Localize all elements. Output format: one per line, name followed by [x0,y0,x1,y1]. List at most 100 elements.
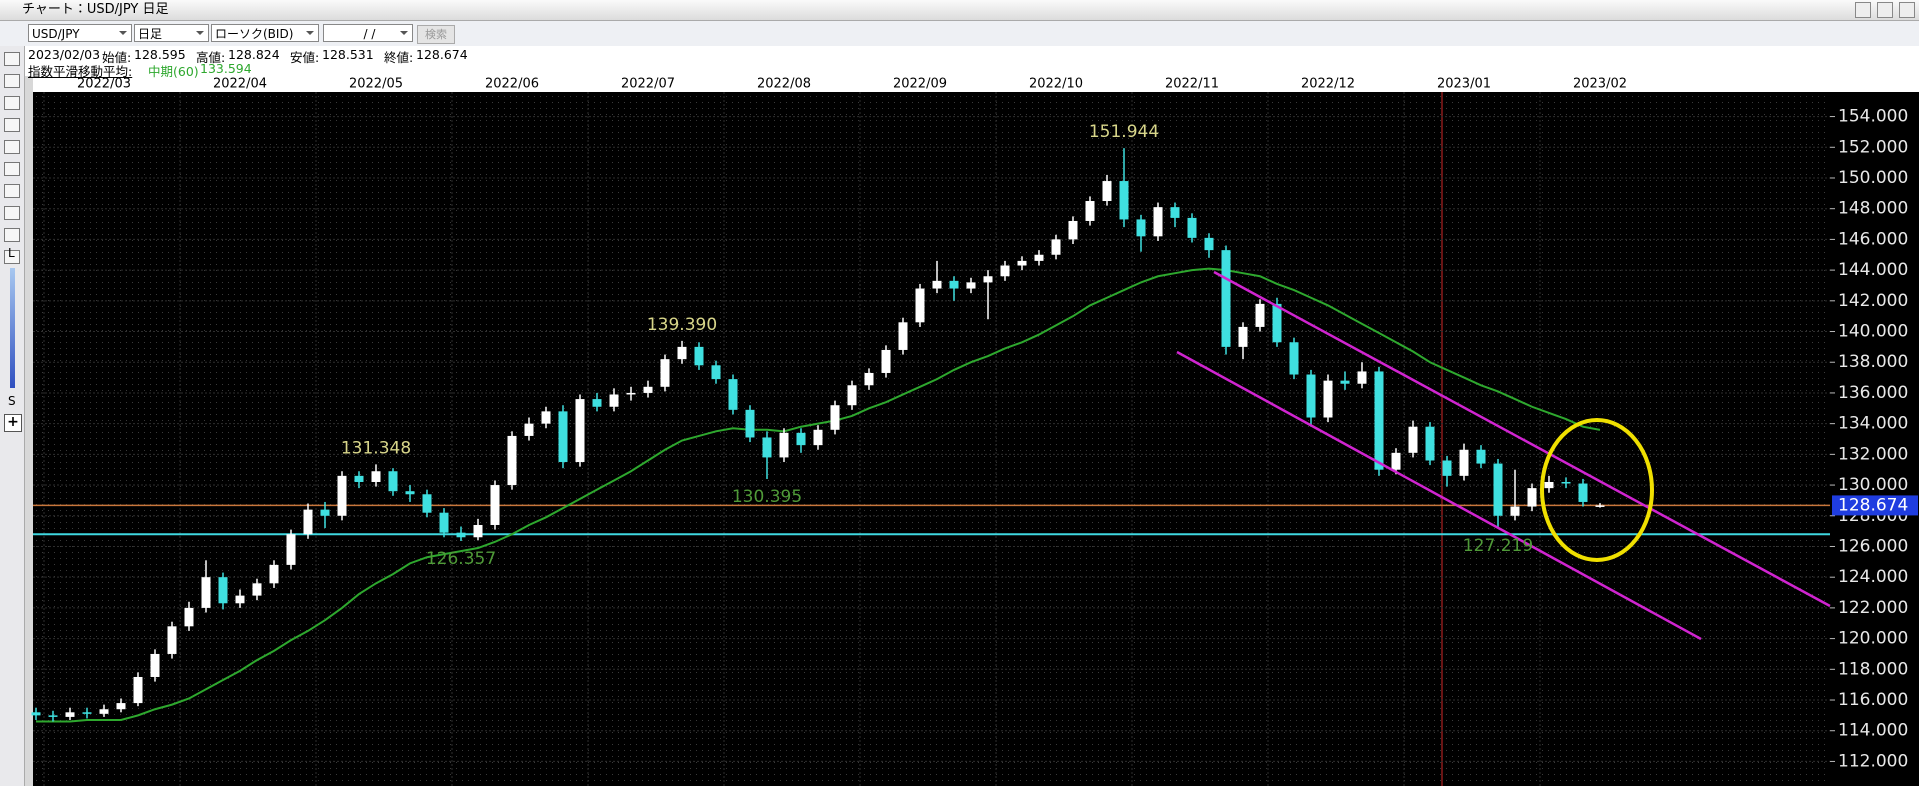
candle-body [405,491,415,495]
tool-button[interactable] [4,162,20,176]
trend-line [1213,270,1831,608]
legend-value: 133.594 [200,61,252,76]
candle-body [1561,481,1571,484]
control-bar: USD/JPY 日足 ローソク(BID) / / 検索 [0,21,1919,46]
candle-body [575,399,585,463]
candle-body [1595,505,1605,507]
ma-line [36,267,1601,723]
candle-body [337,475,347,516]
low-value: 128.531 [322,47,374,62]
high-label: 131.348 [341,438,411,458]
long-label: L [8,246,15,260]
tool-button[interactable] [4,74,20,88]
y-tick-label: 140.000 [1838,322,1908,342]
symbol-select[interactable]: USD/JPY [28,24,132,42]
candle-body [48,715,58,717]
slider[interactable] [10,268,15,388]
y-tick-label: 142.000 [1838,291,1908,311]
tool-button[interactable] [4,228,20,242]
tool-button[interactable] [4,250,20,264]
y-tick-label: 136.000 [1838,383,1908,403]
y-tick-label: 144.000 [1838,260,1908,280]
candle-body [1289,342,1299,375]
candle-body [1051,239,1061,255]
high-value: 128.824 [228,47,280,62]
x-tick-label: 2022/06 [485,77,539,92]
candle-body [82,712,92,714]
candle-body [711,365,721,380]
candle-body [1170,207,1180,218]
candle-body [1306,374,1316,418]
date-axis [25,76,1919,92]
candle-body [269,564,279,584]
y-tick-label: 146.000 [1838,229,1908,249]
candle-body [388,471,398,492]
y-tick-label: 126.000 [1838,536,1908,556]
close-label: 終値: [384,50,414,65]
y-tick-label: 122.000 [1838,598,1908,618]
tool-button[interactable] [4,52,20,66]
candle-body [677,346,687,360]
candle-body [779,432,789,458]
tool-button[interactable] [4,118,20,132]
high-label: 151.944 [1089,122,1159,142]
plot-texture [33,92,1830,786]
candle-body [1357,371,1367,384]
x-tick-label: 2023/01 [1437,77,1491,92]
legend-label: 中期(60) [148,64,199,79]
y-tick-label: 114.000 [1838,721,1908,741]
candle-body [1221,250,1231,347]
x-tick-label: 2022/03 [77,77,131,92]
window-buttons [1853,2,1915,25]
candle-body [150,653,160,677]
candle-body [609,394,619,407]
y-tick-label: 154.000 [1838,107,1908,127]
candle-body [932,280,942,289]
candle-body [1068,220,1078,240]
x-tick-label: 2022/10 [1029,77,1083,92]
candle-body [1102,181,1112,202]
add-button[interactable]: + [4,414,22,432]
x-tick-label: 2022/04 [213,77,267,92]
info-date: 2023/02/03 [28,47,101,62]
candle-body [1408,426,1418,453]
x-tick-label: 2022/08 [757,77,811,92]
period-select[interactable]: 日足 [134,24,209,42]
x-tick-label: 2022/12 [1301,77,1355,92]
date-field[interactable]: / / [323,24,413,42]
minimize-button[interactable] [1854,2,1871,18]
last-price-box [1832,495,1918,516]
candle-body [1272,303,1282,343]
candle-body [762,437,772,458]
tool-button[interactable] [4,184,20,198]
tool-button[interactable] [4,206,20,220]
price-axis [1830,92,1919,786]
tool-button[interactable] [4,140,20,154]
tool-button[interactable] [4,96,20,110]
open-label: 始値: [102,50,132,65]
candle-body [1085,201,1095,221]
candle-body [1493,463,1503,516]
close-button[interactable] [1899,2,1915,18]
y-tick-label: 112.000 [1838,751,1908,771]
y-tick-label: 150.000 [1838,168,1908,188]
candle-body [133,676,143,704]
open-value: 128.595 [134,47,186,62]
trend-line [1176,350,1702,641]
maximize-button[interactable] [1876,2,1893,18]
chart-type-select[interactable]: ローソク(BID) [211,24,319,42]
low-label: 127.219 [1463,536,1533,556]
candle-body [1476,449,1486,464]
candle-body [558,411,568,463]
high-label: 高値: [196,50,226,65]
y-tick-label: 138.000 [1838,352,1908,372]
search-button[interactable]: 検索 [417,25,455,44]
candle-body [116,703,126,710]
y-tick-label: 148.000 [1838,199,1908,219]
candle-body [728,379,738,410]
candle-body [966,282,976,289]
toolbar: L S + [0,46,25,786]
candle-body [796,432,806,446]
candle-body [99,709,109,714]
